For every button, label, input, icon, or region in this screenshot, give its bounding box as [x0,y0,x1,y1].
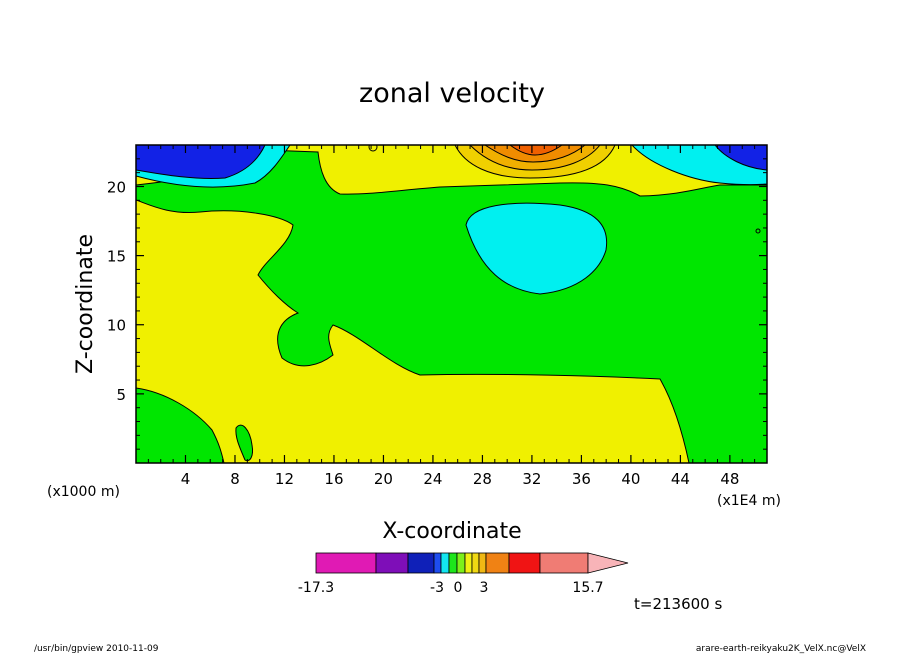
colorbar-segment [456,552,466,574]
time-stamp: t=213600 s [634,595,722,613]
x-tick-label: 8 [230,470,240,488]
colorbar-tick-label: 0 [454,580,463,596]
colorbar-tick-labels: -3 0 3 [430,580,488,596]
y-tick-label: 15 [107,248,126,266]
colorbar [315,552,629,574]
x-unit-left-label: (x1000 m) [47,484,120,500]
plot-frame [135,144,768,464]
small-contour-dot [755,228,761,234]
y-tick-label: 20 [107,178,126,196]
chart-title: zonal velocity [359,78,545,109]
x-tick-label: 28 [473,470,492,488]
colorbar-segment [448,552,458,574]
y-tick-label: 10 [107,317,126,335]
colorbar-segment [508,552,541,574]
x-axis-label: X-coordinate [382,519,521,544]
x-tick-label: 12 [275,470,294,488]
colorbar-segment [433,552,442,574]
green-middle-band-region [136,149,767,463]
x-tick-label: 44 [671,470,690,488]
colorbar-tick-label: -3 [430,580,444,596]
y-axis-ticks: 5 10 15 20 [107,158,767,450]
colorbar-segment [407,552,435,574]
x-tick-label: 24 [423,470,442,488]
contour-field [136,145,767,463]
colorbar-segment [315,552,377,574]
x-axis-ticks: 4 8 12 16 20 24 28 32 36 40 44 48 [147,145,756,488]
colorbar-segment [478,552,487,574]
colorbar-segment [464,552,473,574]
y-axis-label: Z-coordinate [73,234,98,374]
x-tick-label: 32 [522,470,541,488]
footer-right-note: arare-earth-reikyaku2K_VelX.nc@VelX [696,644,866,654]
green-small-blob [235,424,253,462]
colorbar-min-label: -17.3 [298,580,334,596]
blue-top-right-region [714,145,767,171]
footer-left-note: /usr/bin/gpview 2010-11-09 [34,644,159,654]
x-tick-label: 40 [621,470,640,488]
y-tick-label: 5 [116,386,126,404]
cyan-center-blob-region [465,202,608,295]
colorbar-segment [485,552,510,574]
dark-blue-top-left-region [136,145,266,179]
colorbar-segment [471,552,480,574]
green-bottom-left-region [136,387,225,463]
red-orange-top-region [509,145,563,156]
colorbar-tick-label: 3 [480,580,489,596]
x-tick-label: 48 [720,470,739,488]
x-unit-right-label: (x1E4 m) [717,493,781,509]
x-tick-label: 16 [324,470,343,488]
small-contour-loop [368,145,378,152]
colorbar-max-label: 15.7 [572,580,603,596]
colorbar-segment [539,552,589,574]
x-tick-label: 4 [181,470,191,488]
x-tick-label: 20 [374,470,393,488]
colorbar-segment [440,552,450,574]
colorbar-segment [375,552,409,574]
colorbar-arrow [587,552,629,574]
x-tick-label: 36 [572,470,591,488]
